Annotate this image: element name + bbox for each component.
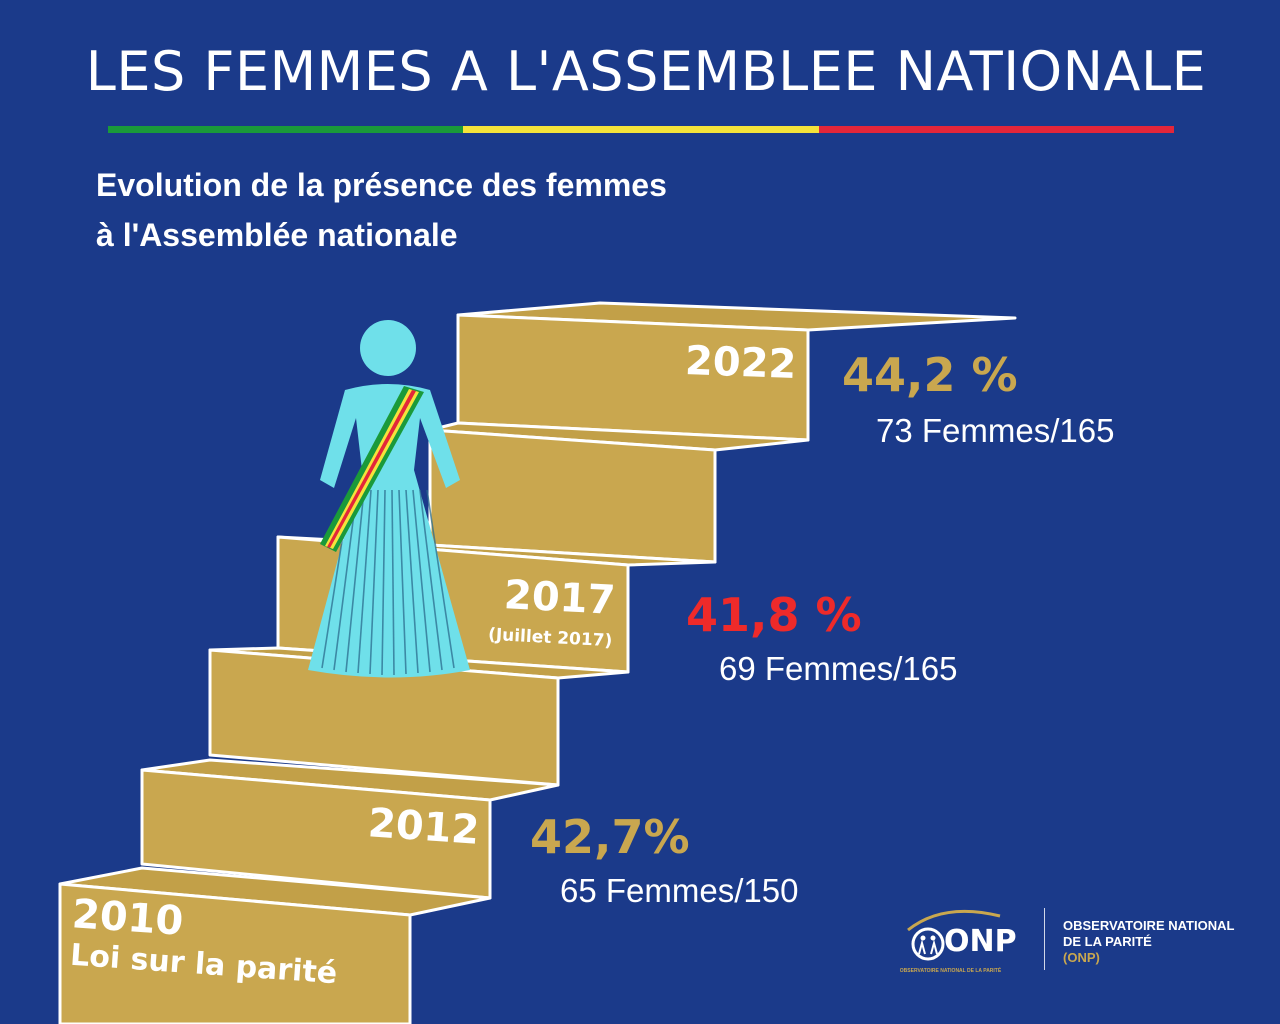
percent-2012: 42,7% [530,810,690,864]
subtitle-line-1: Evolution de la présence des femmes [96,167,667,203]
onp-logo-icon [907,909,1001,961]
flag-green-stripe [108,126,464,133]
count-2012: 65 Femmes/150 [560,872,799,909]
onp-logo-mark: ONP [944,924,1017,959]
year-2012-label: 2012 [366,800,481,854]
percent-2017: 41,8 % [686,588,862,642]
subtitle-line-2: à l'Assemblée nationale [96,217,458,253]
onp-name-line-3: (ONP) [1063,950,1100,965]
subtitle: Evolution de la présence des femmes à l'… [96,160,667,260]
year-2022-label: 2022 [684,338,798,388]
page-title: LES FEMMES A L'ASSEMBLEE NATIONALE [85,40,1207,103]
flag-yellow-stripe [463,126,819,133]
year-2010-label: 2010 [70,891,185,945]
logo-separator [1044,908,1045,970]
step-2010-riser [58,882,412,1024]
onp-name: OBSERVATOIRE NATIONAL DE LA PARITÉ (ONP) [1063,918,1234,966]
woman-with-sash-icon [308,320,470,678]
step-2017-upper-riser [428,428,717,564]
flag-red-stripe [818,126,1174,133]
onp-logo-caption: OBSERVATOIRE NATIONAL DE LA PARITÉ [899,968,1002,974]
onp-logo: ONP OBSERVATOIRE NATIONAL DE LA PARITÉ [888,902,1017,982]
percent-2022: 44,2 % [842,348,1018,402]
count-2017: 69 Femmes/165 [719,650,958,687]
onp-name-line-1: OBSERVATOIRE NATIONAL [1063,918,1235,933]
count-2022: 73 Femmes/165 [876,412,1115,449]
flag-bar [108,126,1174,133]
year-2017-label: 2017 [502,572,617,624]
onp-name-line-2: DE LA PARITÉ [1063,934,1152,949]
